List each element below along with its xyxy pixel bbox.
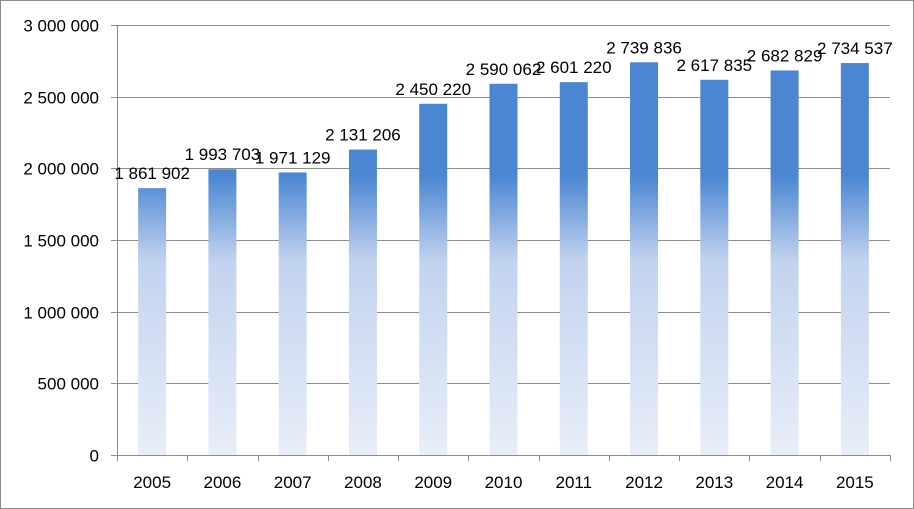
x-tick-label: 2010	[485, 473, 523, 492]
bar-2009	[419, 103, 448, 455]
axes: 0 500 000 1 000 000 1 500 000 2 000 000 2 500…	[23, 17, 891, 492]
y-tick-label: 3 000 000	[23, 17, 99, 36]
bar-2015	[840, 63, 869, 456]
data-label: 2 450 220	[395, 80, 471, 99]
y-tick-label: 2 000 000	[23, 160, 99, 179]
bars	[138, 62, 869, 456]
x-tick-label: 2013	[695, 473, 733, 492]
data-label: 1 993 703	[185, 145, 261, 164]
bar-2010	[489, 83, 518, 455]
bar-2006	[208, 169, 237, 455]
y-tick-label: 2 500 000	[23, 89, 99, 108]
data-label: 2 617 835	[676, 56, 752, 75]
x-tick-label: 2006	[203, 473, 241, 492]
y-tick-label: 0	[90, 447, 99, 466]
bar-2014	[770, 70, 799, 455]
bar-2012	[630, 62, 659, 456]
bar-2007	[278, 172, 307, 456]
x-tick-label: 2012	[625, 473, 663, 492]
bar-2005	[138, 188, 167, 455]
x-tick-label: 2015	[836, 473, 874, 492]
data-label: 2 590 062	[466, 60, 542, 79]
x-tick-label: 2008	[344, 473, 382, 492]
x-tick-label: 2014	[766, 473, 804, 492]
y-tick-label: 1 500 000	[23, 232, 99, 251]
data-label: 1 861 902	[114, 164, 190, 183]
bar-2011	[559, 82, 588, 455]
data-label: 2 734 537	[817, 39, 893, 58]
bar-2013	[700, 79, 729, 456]
x-tick-label: 2009	[414, 473, 452, 492]
x-tick-label: 2007	[274, 473, 312, 492]
bar-2008	[348, 149, 377, 455]
data-label: 2 682 829	[747, 46, 823, 65]
x-tick-label: 2005	[133, 473, 171, 492]
y-tick-label: 500 000	[38, 375, 99, 394]
data-label: 2 739 836	[606, 38, 682, 57]
x-tick-label: 2011	[555, 473, 592, 492]
data-label: 1 971 129	[255, 148, 331, 167]
y-tick-label: 1 000 000	[23, 304, 99, 323]
data-label: 2 131 206	[325, 126, 401, 145]
data-label: 2 601 220	[536, 58, 612, 77]
